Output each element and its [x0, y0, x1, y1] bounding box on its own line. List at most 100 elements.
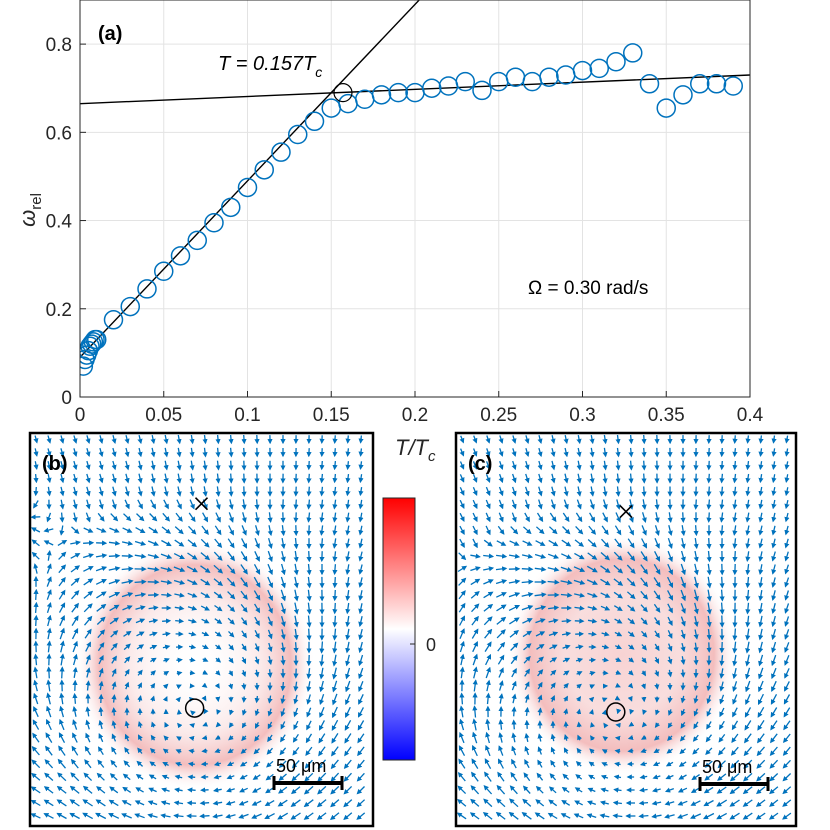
velocity-arrow: [83, 540, 95, 546]
velocity-arrow: [72, 666, 78, 679]
velocity-arrow: [771, 461, 777, 470]
velocity-arrow: [83, 566, 94, 572]
data-point: [556, 65, 576, 85]
velocity-arrow: [719, 499, 725, 510]
velocity-arrow: [459, 499, 465, 509]
velocity-arrow: [95, 566, 108, 572]
velocity-arrow: [110, 513, 119, 522]
velocity-arrow: [784, 512, 790, 523]
velocity-arrow: [187, 787, 196, 793]
velocity-arrow: [654, 499, 660, 510]
velocity-arrow: [331, 733, 339, 744]
velocity-arrow: [254, 551, 260, 562]
velocity-arrow: [549, 512, 557, 523]
velocity-arrow: [602, 460, 608, 471]
velocity-arrow: [31, 551, 40, 560]
velocity-arrow: [214, 631, 222, 637]
velocity-arrow: [31, 772, 41, 781]
velocity-arrow: [137, 734, 143, 741]
velocity-arrow: [30, 799, 41, 807]
velocity-arrow: [331, 746, 339, 757]
velocity-arrow: [123, 513, 132, 522]
velocity-arrow: [150, 682, 156, 689]
velocity-arrow: [57, 758, 66, 769]
velocity-arrow: [332, 486, 338, 497]
velocity-arrow: [358, 680, 364, 693]
velocity-arrow: [69, 799, 80, 807]
velocity-arrow: [148, 605, 159, 611]
velocity-arrow: [536, 512, 544, 523]
data-point: [355, 89, 375, 109]
velocity-arrow: [472, 499, 478, 510]
velocity-arrow: [332, 499, 338, 510]
velocity-arrow: [151, 721, 156, 728]
velocity-arrow: [33, 474, 39, 484]
velocity-arrow: [228, 657, 234, 664]
velocity-arrow: [215, 721, 222, 728]
velocity-arrow: [187, 539, 198, 548]
velocity-arrow: [563, 434, 569, 445]
crossing-point-marker: [333, 83, 353, 103]
velocity-arrow: [200, 578, 211, 586]
velocity-arrow: [202, 447, 208, 458]
velocity-arrow: [758, 461, 764, 471]
velocity-arrow: [30, 786, 41, 794]
velocity-arrow: [278, 773, 287, 781]
velocity-arrow: [214, 618, 223, 625]
velocity-arrow: [280, 655, 286, 666]
velocity-arrow: [318, 720, 325, 731]
velocity-arrow: [134, 592, 147, 598]
velocity-arrow: [72, 460, 78, 471]
velocity-arrow: [189, 486, 195, 497]
velocity-arrow: [214, 734, 221, 740]
velocity-arrow: [693, 499, 699, 510]
velocity-arrow: [459, 448, 465, 457]
velocity-arrow: [109, 604, 120, 612]
velocity-arrow: [511, 460, 517, 471]
velocity-arrow: [202, 669, 209, 675]
vorticity-ring-c: [507, 535, 737, 775]
velocity-arrow: [732, 435, 738, 444]
velocity-arrow: [72, 719, 78, 730]
x-axis-label-sub: c: [428, 448, 436, 465]
velocity-arrow: [332, 577, 338, 589]
velocity-arrow: [345, 628, 351, 641]
velocity-arrow: [46, 435, 52, 444]
velocity-arrow: [189, 460, 195, 471]
velocity-arrow: [291, 760, 300, 769]
velocity-arrow: [110, 759, 118, 768]
velocity-arrow: [136, 760, 144, 767]
velocity-arrow: [174, 539, 185, 547]
velocity-arrow: [719, 448, 725, 458]
x-tick-label: 0.4: [737, 405, 764, 426]
velocity-arrow: [319, 525, 325, 536]
velocity-arrow: [732, 525, 738, 536]
data-point: [338, 93, 358, 114]
velocity-arrow: [267, 616, 273, 627]
velocity-arrow: [254, 669, 260, 678]
velocity-arrow: [176, 473, 182, 484]
velocity-arrow: [254, 616, 260, 627]
velocity-arrow: [511, 448, 517, 457]
data-point: [690, 74, 710, 94]
velocity-arrow: [344, 733, 352, 744]
velocity-arrow: [319, 667, 325, 680]
velocity-arrow: [121, 592, 134, 598]
data-point: [388, 82, 408, 103]
velocity-arrow: [150, 734, 156, 741]
velocity-arrow: [43, 813, 54, 819]
velocity-arrow: [485, 448, 491, 457]
velocity-arrow: [318, 733, 326, 744]
velocity-arrow: [111, 499, 117, 510]
velocity-arrow: [745, 512, 751, 523]
velocity-arrow: [358, 551, 364, 562]
velocity-arrow: [576, 434, 582, 445]
velocity-arrow: [121, 579, 134, 585]
velocity-arrow: [56, 785, 67, 794]
velocity-arrow: [162, 644, 171, 650]
velocity-arrow: [215, 696, 221, 703]
velocity-arrow: [706, 473, 712, 484]
velocity-arrow: [511, 512, 517, 523]
velocity-arrow: [745, 473, 751, 484]
velocity-arrow: [98, 499, 104, 510]
